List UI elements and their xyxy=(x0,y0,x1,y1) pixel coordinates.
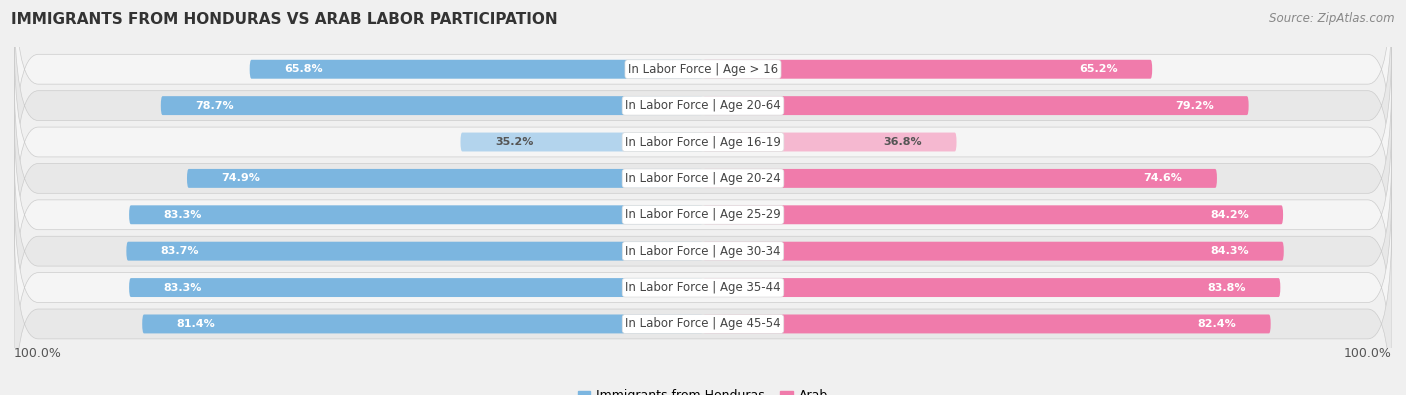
FancyBboxPatch shape xyxy=(14,66,1392,291)
FancyBboxPatch shape xyxy=(703,169,1218,188)
FancyBboxPatch shape xyxy=(14,102,1392,327)
Text: 100.0%: 100.0% xyxy=(14,346,62,359)
FancyBboxPatch shape xyxy=(703,205,1284,224)
FancyBboxPatch shape xyxy=(703,314,1271,333)
Text: In Labor Force | Age 30-34: In Labor Force | Age 30-34 xyxy=(626,245,780,258)
FancyBboxPatch shape xyxy=(703,133,956,151)
FancyBboxPatch shape xyxy=(250,60,703,79)
Text: 79.2%: 79.2% xyxy=(1175,101,1215,111)
Text: 81.4%: 81.4% xyxy=(177,319,215,329)
Text: 83.3%: 83.3% xyxy=(163,282,202,293)
Text: 36.8%: 36.8% xyxy=(883,137,922,147)
FancyBboxPatch shape xyxy=(129,205,703,224)
FancyBboxPatch shape xyxy=(14,211,1392,395)
Text: 74.6%: 74.6% xyxy=(1143,173,1182,183)
FancyBboxPatch shape xyxy=(461,133,703,151)
Text: Source: ZipAtlas.com: Source: ZipAtlas.com xyxy=(1270,12,1395,25)
Text: IMMIGRANTS FROM HONDURAS VS ARAB LABOR PARTICIPATION: IMMIGRANTS FROM HONDURAS VS ARAB LABOR P… xyxy=(11,12,558,27)
Legend: Immigrants from Honduras, Arab: Immigrants from Honduras, Arab xyxy=(572,384,834,395)
Text: 65.2%: 65.2% xyxy=(1080,64,1118,74)
Text: 100.0%: 100.0% xyxy=(1344,346,1392,359)
FancyBboxPatch shape xyxy=(14,139,1392,364)
FancyBboxPatch shape xyxy=(703,278,1281,297)
Text: In Labor Force | Age 20-64: In Labor Force | Age 20-64 xyxy=(626,99,780,112)
FancyBboxPatch shape xyxy=(129,278,703,297)
Text: In Labor Force | Age 35-44: In Labor Force | Age 35-44 xyxy=(626,281,780,294)
Text: 74.9%: 74.9% xyxy=(221,173,260,183)
FancyBboxPatch shape xyxy=(160,96,703,115)
FancyBboxPatch shape xyxy=(703,60,1152,79)
Text: 35.2%: 35.2% xyxy=(495,137,533,147)
Text: 83.8%: 83.8% xyxy=(1208,282,1246,293)
Text: 83.7%: 83.7% xyxy=(160,246,200,256)
FancyBboxPatch shape xyxy=(142,314,703,333)
Text: 84.3%: 84.3% xyxy=(1211,246,1250,256)
Text: In Labor Force | Age 45-54: In Labor Force | Age 45-54 xyxy=(626,318,780,331)
Text: In Labor Force | Age 16-19: In Labor Force | Age 16-19 xyxy=(626,135,780,149)
Text: 84.2%: 84.2% xyxy=(1211,210,1249,220)
FancyBboxPatch shape xyxy=(127,242,703,261)
Text: 65.8%: 65.8% xyxy=(284,64,323,74)
FancyBboxPatch shape xyxy=(14,0,1392,182)
FancyBboxPatch shape xyxy=(14,175,1392,395)
FancyBboxPatch shape xyxy=(14,0,1392,218)
Text: 83.3%: 83.3% xyxy=(163,210,202,220)
FancyBboxPatch shape xyxy=(14,30,1392,254)
FancyBboxPatch shape xyxy=(187,169,703,188)
Text: In Labor Force | Age > 16: In Labor Force | Age > 16 xyxy=(628,63,778,76)
Text: In Labor Force | Age 20-24: In Labor Force | Age 20-24 xyxy=(626,172,780,185)
Text: In Labor Force | Age 25-29: In Labor Force | Age 25-29 xyxy=(626,208,780,221)
FancyBboxPatch shape xyxy=(703,242,1284,261)
Text: 78.7%: 78.7% xyxy=(195,101,233,111)
FancyBboxPatch shape xyxy=(703,96,1249,115)
Text: 82.4%: 82.4% xyxy=(1198,319,1236,329)
